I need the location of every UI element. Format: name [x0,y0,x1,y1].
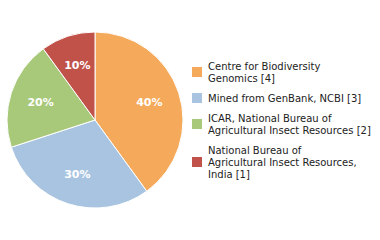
legend-label-line: National Bureau of [208,145,302,156]
data-label: 10% [64,59,90,72]
legend: Centre for BiodiversityGenomics [4] Mined… [192,61,371,180]
legend-label-line: Genomics [4] [208,73,275,84]
data-label: 40% [136,96,162,109]
legend-label-line: India [1] [208,169,250,180]
legend-label-line: ICAR, National Bureau of [208,113,332,124]
legend-label-line: Agricultural Insect Resources [2] [208,125,371,136]
legend-label: Mined from GenBank, NCBI [3] [208,93,361,104]
legend-label: National Bureau ofAgricultural Insect Re… [208,145,357,180]
data-label: 20% [27,96,53,109]
legend-swatch [192,93,202,103]
legend-swatch [192,157,202,167]
legend-label: ICAR, National Bureau ofAgricultural Ins… [208,113,371,136]
legend-label: Centre for BiodiversityGenomics [4] [208,61,321,84]
legend-swatch [192,67,202,77]
pie [7,32,183,208]
legend-label-line: Mined from GenBank, NCBI [3] [208,93,361,104]
legend-label-line: Agricultural Insect Resources, [208,157,357,168]
legend-label-line: Centre for Biodiversity [208,61,321,72]
data-label: 30% [64,168,90,181]
chart: 40% 30% 20% 10% Centre for BiodiversityGenom… [0,0,380,240]
legend-swatch [192,119,202,129]
